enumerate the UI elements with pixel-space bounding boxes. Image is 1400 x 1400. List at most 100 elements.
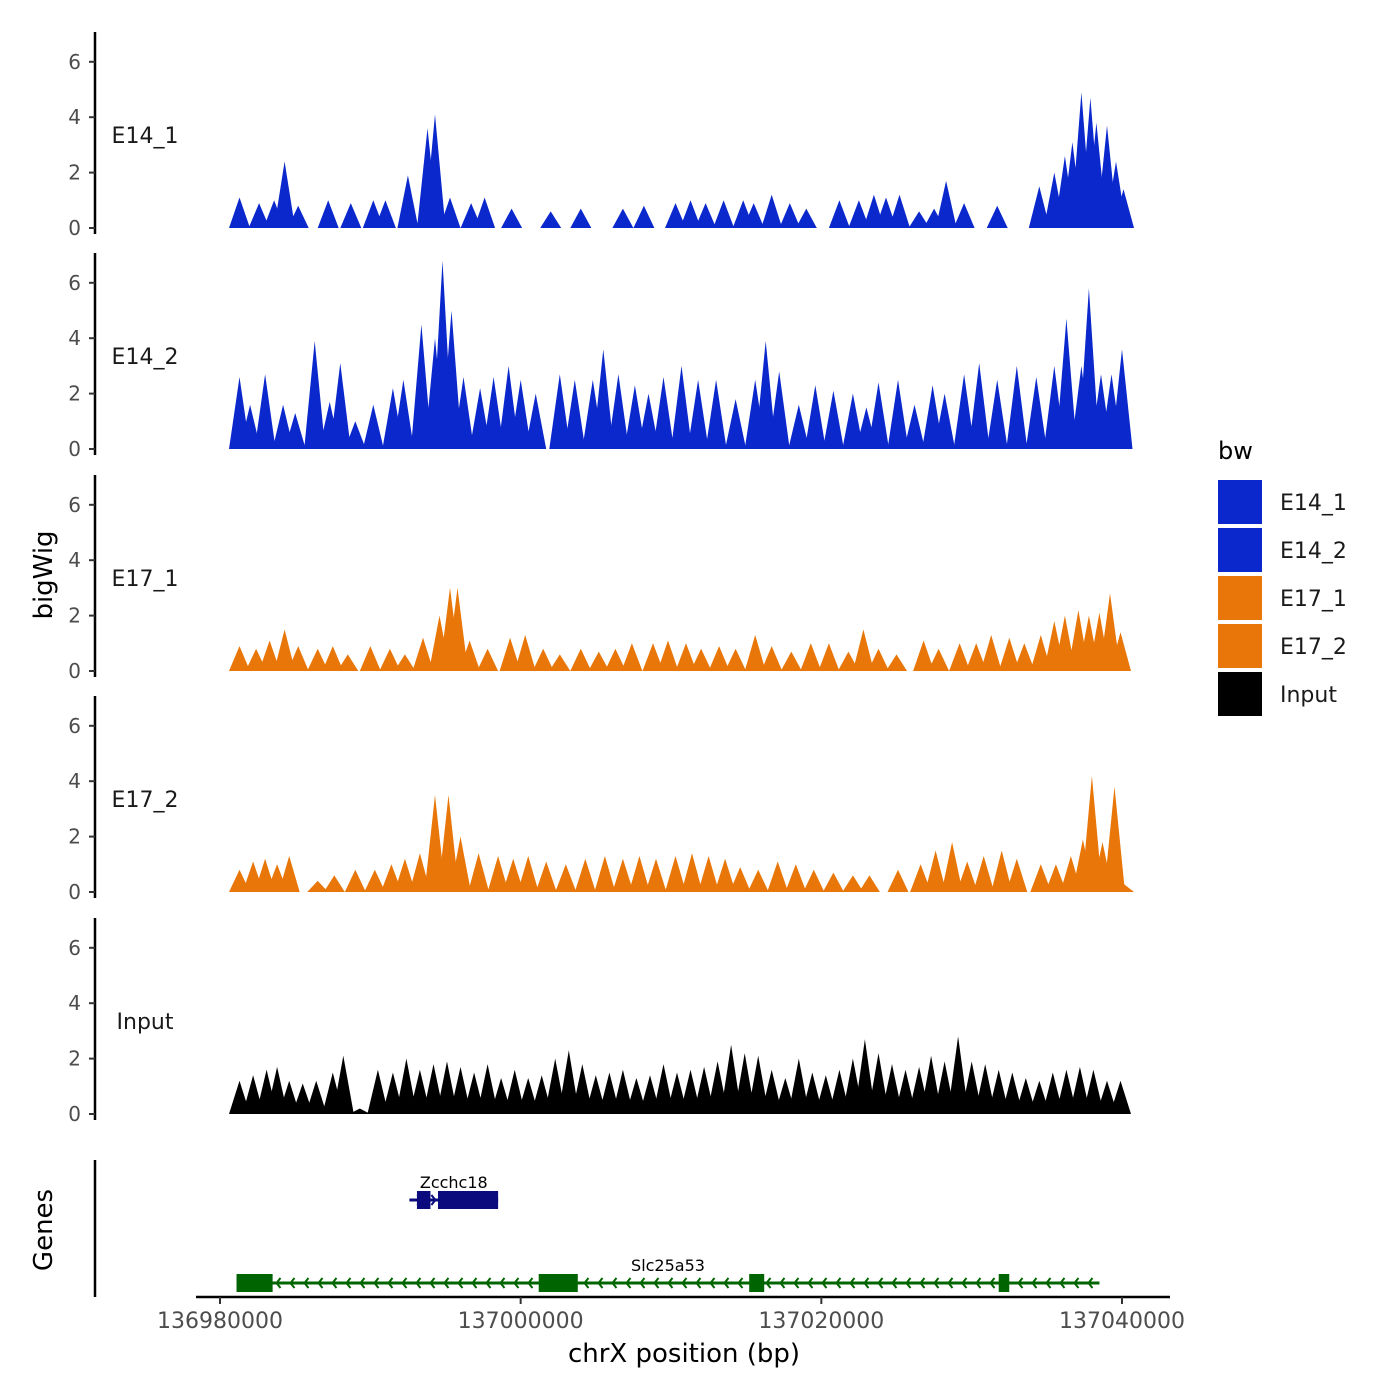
coverage-peak <box>680 200 701 228</box>
coverage-peak <box>935 180 957 228</box>
strand-arrow <box>317 1277 324 1289</box>
coverage-peak <box>549 654 571 671</box>
coverage-peak <box>510 379 532 449</box>
coverage-peak <box>800 643 822 671</box>
coverage-peak <box>305 1080 327 1114</box>
coverage-peak <box>875 197 897 228</box>
strand-arrow <box>709 1277 716 1289</box>
coverage-peak <box>499 637 521 671</box>
y-axis-title: bigWig <box>29 530 59 619</box>
coverage-peak <box>379 648 401 671</box>
coverage-peak <box>904 404 925 449</box>
coverage-peak <box>323 875 345 892</box>
y-tick-label: 2 <box>68 382 81 406</box>
strand-arrow <box>429 1277 436 1289</box>
strand-arrow <box>1045 1277 1052 1289</box>
strand-arrow <box>681 1277 688 1289</box>
coverage-peak <box>424 114 446 228</box>
strand-arrow <box>430 1194 437 1206</box>
gene-label: Zcchc18 <box>420 1173 488 1192</box>
coverage-peak <box>801 1072 823 1114</box>
coverage-peak <box>1006 365 1028 449</box>
strand-arrow <box>961 1277 968 1289</box>
y-tick-label: 6 <box>68 714 81 738</box>
coverage-peak <box>337 654 359 671</box>
coverage-peak <box>392 379 414 449</box>
coverage-peak <box>743 203 765 228</box>
strand-arrow <box>793 1277 800 1289</box>
coverage-peak <box>956 861 978 892</box>
coverage-peak <box>438 795 459 892</box>
coverage-peak <box>344 421 366 449</box>
coverage-peak <box>468 853 490 892</box>
gene-slc25a53: Slc25a53 <box>236 1256 1100 1292</box>
strand-arrow <box>849 1277 856 1289</box>
strand-arrow <box>359 1277 366 1289</box>
coverage-peak <box>842 393 864 449</box>
strand-arrow <box>667 1277 674 1289</box>
strand-arrow <box>303 1277 310 1289</box>
legend-swatch <box>1218 480 1262 524</box>
coverage-peak <box>642 643 664 671</box>
y-tick-label: 0 <box>68 216 81 240</box>
strand-arrow <box>471 1277 478 1289</box>
coverage-peak <box>287 205 309 228</box>
coverage-peak <box>612 858 634 892</box>
coverage-peak <box>638 393 659 449</box>
coverage-peak <box>842 875 864 892</box>
legend-item-input: Input <box>1218 672 1337 716</box>
track-e14-1: 0 2 4 6 E14_1 <box>68 32 1134 240</box>
coverage-peak <box>317 200 339 228</box>
strand-arrow <box>821 1277 828 1289</box>
gene-exon <box>749 1274 765 1292</box>
coverage-peak <box>920 1055 942 1114</box>
coverage-peak <box>908 211 930 228</box>
y-tick-label: 4 <box>68 548 81 572</box>
gene-exon <box>416 1191 431 1209</box>
legend-item-e17-2: E17_2 <box>1218 624 1347 668</box>
legend-item-e14-1: E14_1 <box>1218 480 1347 524</box>
gene-track: Zcchc18 Slc25a53 <box>93 1160 1100 1297</box>
coverage-peak <box>675 643 697 671</box>
coverage-peak <box>229 197 250 228</box>
coverage-peak <box>621 643 643 671</box>
coverage-peak <box>803 869 825 892</box>
coverage-peak <box>340 203 362 228</box>
coverage-peak <box>868 1053 889 1114</box>
coverage-peak <box>744 635 766 671</box>
legend-swatch <box>1218 528 1262 572</box>
coverage-peak <box>1096 1080 1118 1114</box>
coverage-peak <box>1006 858 1028 892</box>
strand-arrow <box>415 1277 422 1289</box>
coverage-peak <box>687 379 709 449</box>
coverage-peak <box>278 856 300 892</box>
coverage-peak <box>394 654 416 671</box>
coverage-peak <box>1110 1080 1131 1114</box>
gene-exon <box>236 1274 273 1292</box>
coverage-peak <box>1081 775 1103 892</box>
coverage-peak <box>1055 318 1077 449</box>
y-tick-label: 6 <box>68 271 81 295</box>
y-tick-label: 0 <box>68 659 81 683</box>
coverage-peak <box>755 341 777 449</box>
coverage-peak <box>1015 1078 1037 1114</box>
coverage-peak <box>795 208 817 228</box>
coverage-peak <box>459 640 481 671</box>
gene-label: Slc25a53 <box>631 1256 705 1275</box>
coverage-peak <box>517 856 539 892</box>
legend-item-e17-1: E17_1 <box>1218 576 1347 620</box>
coverage-peak <box>837 651 859 671</box>
coverage-peak <box>698 856 720 892</box>
track-label: E14_2 <box>112 345 179 370</box>
strand-arrow <box>933 1277 940 1289</box>
coverage-peak <box>1099 593 1121 671</box>
coverage-peak <box>729 867 751 892</box>
coverage-peak <box>1030 864 1052 892</box>
coverage-peak <box>487 856 509 892</box>
coverage-peak <box>887 869 909 892</box>
coverage-peak <box>804 385 826 449</box>
coverage-peak <box>657 640 679 671</box>
strand-arrow <box>345 1277 352 1289</box>
strand-arrow <box>891 1277 898 1289</box>
